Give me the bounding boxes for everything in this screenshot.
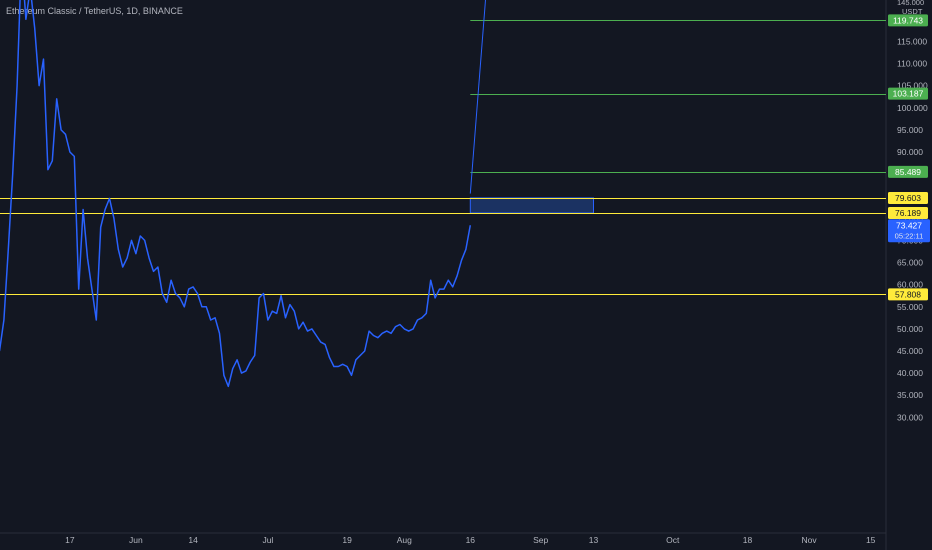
chart-title: Ethereum Classic / TetherUS, 1D, BINANCE: [6, 6, 183, 16]
x-tick-label: Nov: [802, 535, 818, 545]
level-price-badge-green: [888, 165, 928, 178]
bar-countdown-label: 05:22:11: [895, 231, 924, 240]
y-tick-label: 50.000: [897, 324, 923, 334]
y-tick-label: 65.000: [897, 258, 923, 268]
y-tick-label: 100.000: [897, 103, 928, 113]
level-price-badge-yellow: [888, 191, 928, 204]
level-price-label: 79.603: [895, 193, 921, 203]
y-tick-label: 55.000: [897, 302, 923, 312]
level-price-badge-green: [888, 14, 928, 27]
level-price-label: 103.187: [893, 89, 924, 99]
level-price-label: 85.489: [895, 167, 921, 177]
level-price-badge-green: [888, 87, 928, 100]
axis-unit-label: USDT: [902, 7, 923, 16]
y-tick-label: 35.000: [897, 390, 923, 400]
y-tick-label: 110.000: [897, 59, 927, 69]
y-tick-label: 90.000: [897, 147, 923, 157]
x-tick-label: 19: [342, 535, 352, 545]
x-tick-label: 16: [466, 535, 476, 545]
x-tick-label: Sep: [533, 535, 548, 545]
y-tick-label: 115.000: [897, 36, 927, 46]
last-price-label: 73.427: [896, 220, 922, 230]
x-tick-label: 18: [743, 535, 753, 545]
y-tick-label: 95.000: [897, 125, 923, 135]
last-price-badge: [888, 219, 930, 243]
x-tick-label: Oct: [666, 535, 680, 545]
price-series-line[interactable]: [0, 0, 472, 388]
y-tick-label-top: 145.000: [897, 0, 924, 7]
level-price-badge-yellow: [888, 288, 928, 301]
x-tick-label: 17: [65, 535, 75, 545]
entry-zone[interactable]: [469, 197, 594, 214]
x-tick-label: 14: [188, 535, 198, 545]
level-price-label: 57.808: [895, 289, 921, 299]
projection-arrow-line[interactable]: [469, 0, 488, 194]
y-tick-label: 60.000: [897, 280, 923, 290]
level-price-label: 119.743: [893, 15, 923, 25]
x-tick-label: Jun: [129, 535, 143, 545]
x-tick-label: 13: [589, 535, 599, 545]
level-price-badge-yellow: [888, 207, 928, 220]
x-tick-label: Aug: [397, 535, 412, 545]
y-tick-label: 40.000: [897, 368, 923, 378]
x-tick-label: Jul: [262, 535, 273, 545]
y-tick-label: 30.000: [897, 412, 923, 422]
level-price-label: 76.189: [895, 208, 921, 218]
y-tick-label: 45.000: [897, 346, 923, 356]
y-tick-label: 105.000: [897, 81, 928, 91]
x-tick-label: 15: [866, 535, 876, 545]
